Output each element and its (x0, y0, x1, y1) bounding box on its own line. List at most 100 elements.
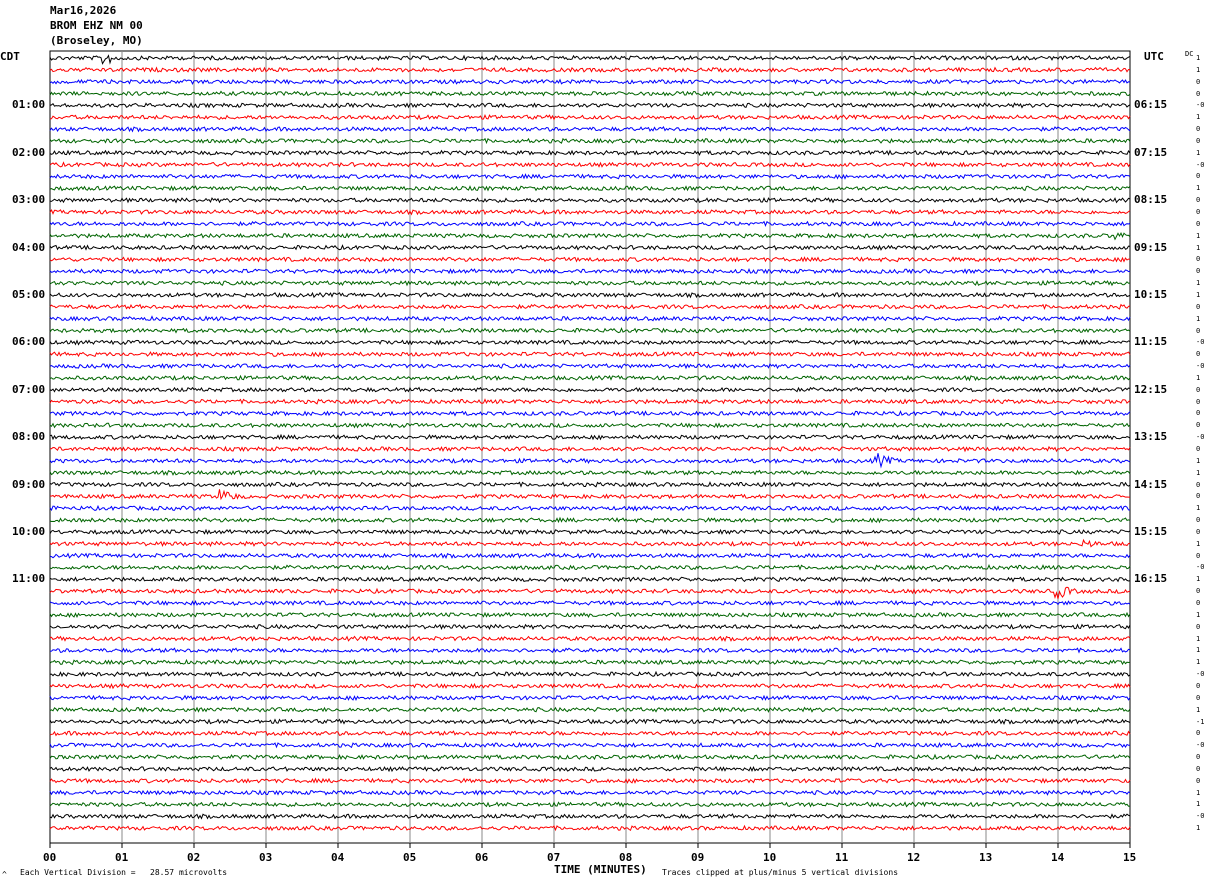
seismic-trace (49, 338, 1131, 346)
dc-offset-label: 0 (1196, 385, 1201, 394)
dc-offset-label: 0 (1196, 776, 1201, 785)
dc-offset-label: 0 (1196, 350, 1201, 359)
right-time-label: 16:15 (1134, 572, 1168, 586)
seismic-trace (49, 398, 1131, 405)
seismic-trace (49, 586, 1131, 599)
header-station: BROM EHZ NM 00 (50, 19, 143, 32)
x-tick-label: 00 (43, 851, 57, 864)
dc-offset-label: -1 (1196, 717, 1205, 726)
right-time-label: 11:15 (1134, 335, 1168, 349)
dc-offset-label: 0 (1196, 77, 1201, 86)
left-time-label: 06:00 (12, 335, 46, 349)
seismic-trace (49, 315, 1131, 322)
seismic-trace (49, 362, 1131, 370)
dc-offset-label: 0 (1196, 492, 1201, 501)
dc-offset-label: 0 (1196, 208, 1201, 217)
dc-offset-label: 1 (1196, 788, 1201, 797)
dc-offset-label: 0 (1196, 516, 1201, 525)
dc-offset-label: 1 (1196, 113, 1201, 122)
seismic-trace (49, 161, 1131, 168)
dc-offset-label: 0 (1196, 267, 1201, 276)
seismic-trace (49, 611, 1131, 619)
seismic-trace (49, 244, 1131, 251)
dc-offset-label: 1 (1196, 824, 1201, 833)
dc-offset-label: 1 (1196, 279, 1201, 288)
seismic-trace (49, 125, 1131, 133)
dc-offset-label: 1 (1196, 290, 1201, 299)
dc-offset-label: -0 (1196, 160, 1205, 169)
dc-offset-label: 0 (1196, 681, 1201, 690)
left-time-label: 10:00 (12, 524, 46, 538)
seismic-trace (49, 824, 1131, 832)
right-time-label: 12:15 (1134, 382, 1168, 396)
seismic-trace (49, 137, 1131, 145)
left-time-label: 01:00 (12, 98, 46, 112)
seismic-trace (49, 801, 1131, 808)
dc-offset-label: 1 (1196, 658, 1201, 667)
right-time-label: 10:15 (1134, 287, 1168, 301)
right-time-label: 15:15 (1134, 524, 1168, 538)
x-tick-label: 06 (475, 851, 489, 864)
dc-offset-label: 1 (1196, 373, 1201, 382)
seismic-trace (49, 730, 1131, 737)
dc-offset-label: 1 (1196, 705, 1201, 714)
dc-offset-label: -0 (1196, 812, 1205, 821)
seismic-trace (49, 303, 1131, 310)
seismic-trace (49, 279, 1131, 287)
dc-offset-label: 0 (1196, 421, 1201, 430)
left-time-label: 05:00 (12, 287, 46, 301)
dc-offset-label: 0 (1196, 622, 1201, 631)
seismic-trace (49, 777, 1131, 785)
left-time-label: 02:00 (12, 145, 46, 159)
left-time-label: 11:00 (12, 572, 46, 586)
seismic-trace (49, 564, 1131, 571)
dc-offset-label: 1 (1196, 468, 1201, 477)
dc-offset-label: 0 (1196, 326, 1201, 335)
right-time-label: 14:15 (1134, 477, 1168, 491)
dc-offset-label: -0 (1196, 362, 1205, 371)
seismic-trace (49, 718, 1131, 725)
seismic-trace (49, 481, 1131, 488)
seismic-trace (49, 813, 1131, 820)
seismic-trace (49, 386, 1131, 393)
dc-offset-label: 0 (1196, 125, 1201, 134)
left-timezone-label: CDT (0, 50, 20, 63)
seismic-trace (49, 706, 1131, 713)
corner-mark: ^ (2, 870, 7, 879)
dc-offset-label: 0 (1196, 255, 1201, 264)
x-tick-label: 11 (835, 851, 849, 864)
dc-offset-label: 0 (1196, 89, 1201, 98)
seismic-trace (49, 789, 1131, 796)
seismic-trace (49, 410, 1131, 417)
seismic-trace (49, 658, 1131, 666)
seismic-trace (49, 197, 1131, 204)
dc-offset-label: 0 (1196, 551, 1201, 560)
dc-offset-label: 0 (1196, 196, 1201, 205)
right-time-label: 13:15 (1134, 430, 1168, 444)
header-date: Mar16,2026 (50, 4, 117, 17)
seismic-trace (49, 327, 1131, 334)
seismic-trace (49, 90, 1131, 97)
dc-offset-label: -0 (1196, 563, 1205, 572)
dc-offset-label: 1 (1196, 634, 1201, 643)
dc-offset-label: 0 (1196, 480, 1201, 489)
seismic-trace (49, 185, 1131, 192)
x-axis-title: TIME (MINUTES) (554, 863, 647, 876)
seismic-trace (49, 433, 1131, 441)
seismic-trace (49, 374, 1131, 382)
dc-offset-label: 0 (1196, 587, 1201, 596)
x-tick-label: 01 (115, 851, 129, 864)
seismic-trace (49, 552, 1131, 560)
right-time-label: 08:15 (1134, 193, 1168, 207)
seismic-trace (49, 291, 1131, 299)
right-time-label: 07:15 (1134, 145, 1168, 159)
seismic-trace (49, 208, 1131, 216)
seismic-trace (49, 682, 1131, 690)
dc-offset-label: -0 (1196, 101, 1205, 110)
dc-offset-label: 1 (1196, 800, 1201, 809)
x-tick-label: 03 (259, 851, 273, 864)
seismic-trace (49, 599, 1131, 607)
seismic-trace (49, 765, 1131, 773)
x-tick-label: 13 (979, 851, 993, 864)
seismic-trace (49, 538, 1131, 548)
